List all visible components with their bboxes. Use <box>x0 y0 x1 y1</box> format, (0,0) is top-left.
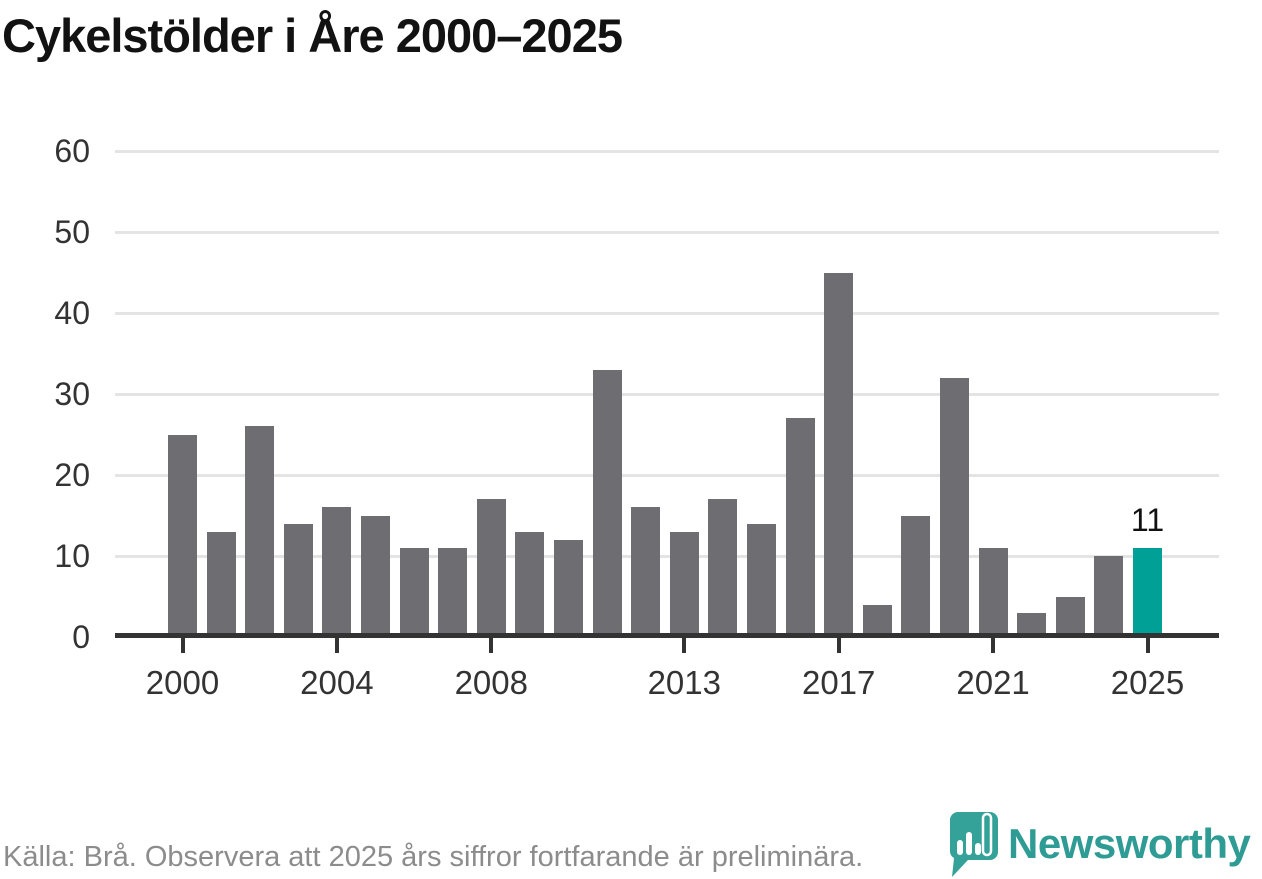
brand-wordmark: Newsworthy <box>1008 820 1251 867</box>
x-axis-label-2008: 2008 <box>454 664 528 701</box>
gridline-y-10 <box>115 554 1219 558</box>
x-tick-2013 <box>682 637 687 653</box>
bar-2014 <box>708 499 738 637</box>
x-axis-label-2004: 2004 <box>300 664 374 701</box>
x-axis-label-2025: 2025 <box>1110 664 1185 701</box>
bar-2007 <box>438 547 468 637</box>
x-axis-label-2021: 2021 <box>956 664 1030 701</box>
page-title: Cykelstölder i Åre 2000–2025 <box>2 9 623 62</box>
x-axis-line <box>115 633 1219 638</box>
y-axis-label-60: 60 <box>54 133 90 169</box>
bar-2009 <box>515 531 545 637</box>
highlight-value-label: 11 <box>1130 501 1165 538</box>
bar-2004 <box>322 507 352 637</box>
x-tick-2017 <box>836 637 841 653</box>
gridline-y-30 <box>115 392 1219 396</box>
gridline-y-40 <box>115 311 1219 315</box>
x-axis-label-2013: 2013 <box>647 664 721 701</box>
gridline-y-50 <box>115 230 1219 234</box>
bar-2024 <box>1094 556 1124 637</box>
x-axis-label-2000: 2000 <box>145 664 220 701</box>
bar-2015 <box>747 523 776 637</box>
source-note: Källa: Brå. Observera att 2025 års siffr… <box>3 841 864 873</box>
newsworthy-logo-icon <box>950 812 998 877</box>
x-tick-2008 <box>489 637 494 653</box>
x-tick-2004 <box>334 637 339 653</box>
bar-2012 <box>631 507 661 637</box>
y-axis-label-10: 10 <box>54 538 90 574</box>
x-tick-2025 <box>1145 637 1150 653</box>
bar-2025 <box>1133 547 1162 637</box>
bar-2005 <box>361 515 390 637</box>
y-axis-label-40: 40 <box>54 295 90 331</box>
bar-2000 <box>168 434 197 637</box>
y-axis-label-50: 50 <box>54 214 90 250</box>
y-axis-label-0: 0 <box>72 619 90 655</box>
bar-2010 <box>554 539 583 637</box>
gridline-y-20 <box>115 473 1219 477</box>
bar-2021 <box>978 547 1008 637</box>
bar-2022 <box>1017 612 1047 637</box>
bar-2019 <box>901 515 931 637</box>
y-axis-label-30: 30 <box>54 376 90 412</box>
bar-2017 <box>824 272 854 637</box>
gridline-y-60 <box>115 149 1219 153</box>
x-tick-2000 <box>180 637 185 653</box>
x-axis-label-2017: 2017 <box>801 664 876 701</box>
bar-2006 <box>399 547 429 637</box>
bar-2020 <box>940 377 969 637</box>
bar-2002 <box>245 426 275 637</box>
bar-2013 <box>669 531 699 637</box>
newsworthy-logo: Newsworthy <box>946 806 1262 879</box>
bar-2016 <box>785 418 815 637</box>
y-axis-label-20: 20 <box>54 457 90 493</box>
bar-2001 <box>206 531 236 637</box>
bar-2008 <box>476 499 506 637</box>
bar-2011 <box>592 369 622 637</box>
x-tick-2021 <box>991 637 996 653</box>
bar-2018 <box>862 604 892 637</box>
bar-2023 <box>1055 596 1085 637</box>
bar-2003 <box>283 523 313 637</box>
